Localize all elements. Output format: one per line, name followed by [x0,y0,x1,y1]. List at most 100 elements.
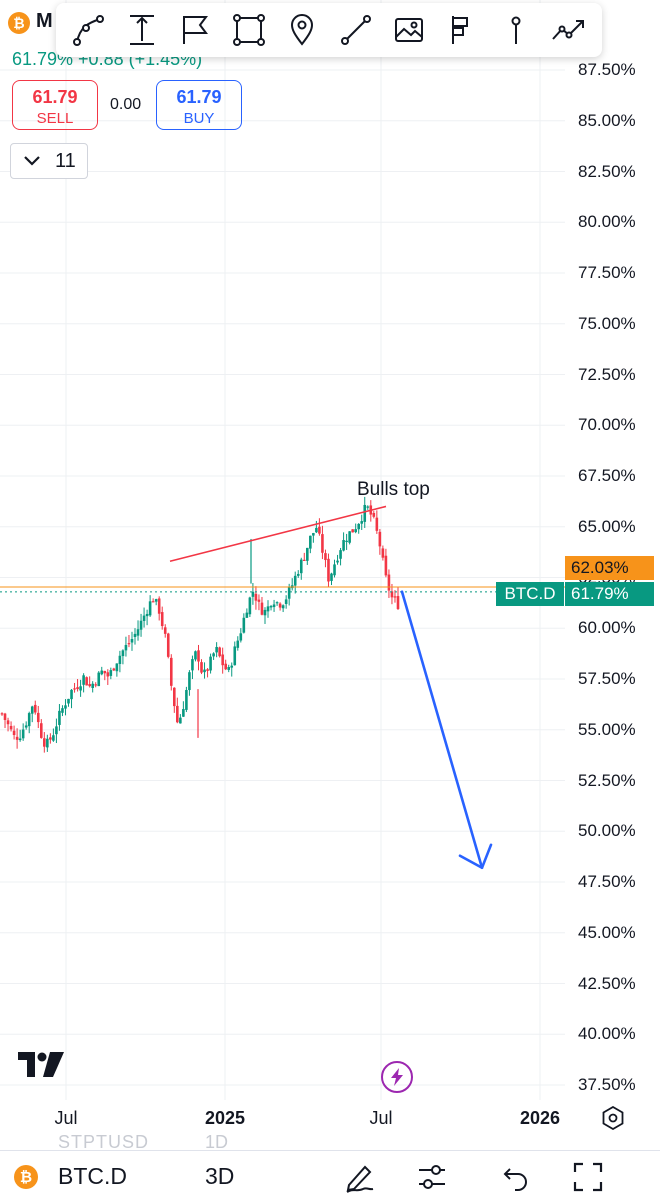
candle-body [130,638,134,643]
candle-body [275,602,279,604]
measure-tool-icon[interactable] [122,10,162,50]
interval-selector[interactable]: 3D [205,1163,235,1189]
candle [266,600,270,618]
candle [73,682,76,693]
candle-body [345,540,348,543]
candle-body [269,606,273,608]
long-position-icon[interactable] [442,10,482,50]
candle-body [245,612,249,618]
candle [97,671,101,687]
candle [194,650,197,662]
symbol-header[interactable]: ₿ M [0,0,60,46]
candle-body [151,601,155,603]
candle-body [148,601,152,616]
rectangle-tool-icon[interactable] [229,10,269,50]
candle [339,547,342,566]
candle-body [236,640,240,648]
x-tick-label: Jul [369,1108,393,1128]
candle [245,608,249,618]
candle [378,529,382,555]
candle-body [142,615,146,621]
candle-body [109,670,113,676]
candle-body [348,531,351,543]
candle-body [188,672,191,691]
chevron-down-icon [24,156,40,166]
lightning-bolt-icon[interactable] [381,1061,413,1093]
symbol-name[interactable]: M [36,10,53,32]
location-pin-icon[interactable] [282,10,322,50]
candlestick-chart[interactable] [0,0,660,1150]
candle-body [224,663,227,670]
candle-body [309,535,312,549]
candle-body [173,687,176,707]
flag-tool-icon[interactable] [175,10,215,50]
bottom-bar: ₿ BTC.D 3D [0,1150,660,1201]
candle [64,699,67,716]
candle-body [97,672,101,687]
indicators-collapse-button[interactable]: 11 [10,143,88,179]
draw-pen-icon[interactable] [342,1161,376,1193]
candle [176,697,179,724]
candle-body [124,644,128,651]
candle [145,609,149,626]
candle [239,628,243,643]
candle [272,599,276,612]
candle-body [260,602,264,615]
level-price-tag: 62.03% [565,556,654,580]
candle [70,689,73,709]
forecast-icon[interactable] [549,10,589,50]
image-icon[interactable] [389,10,429,50]
symbol-selector[interactable]: BTC.D [58,1163,127,1189]
candle [121,649,125,665]
bitcoin-logo-icon[interactable]: ₿ [14,1165,38,1189]
candle-body [239,633,243,641]
candle [354,523,357,534]
chart-annotation-text[interactable]: Bulls top [357,479,430,500]
candle [366,505,370,510]
candle-body [363,504,367,522]
candle-body [61,708,64,713]
candle-body [242,617,246,633]
candle [58,704,61,731]
candle [306,547,309,565]
candle-body [15,736,19,740]
chart-settings-icon[interactable] [601,1105,625,1135]
candle-body [302,559,306,561]
chart-area[interactable]: 87.50% 85.00% 82.50% 80.00% 77.50% 75.00% 72.5… [0,0,660,1150]
candle [393,590,397,603]
candle-body [351,529,354,533]
candle-body [299,559,303,574]
candle [251,583,255,605]
candle [0,712,4,716]
candle-body [185,690,188,710]
indicator-settings-icon[interactable] [415,1161,449,1193]
price-line-icon[interactable] [496,10,536,50]
candle [242,613,246,634]
candle [284,595,288,609]
candle-body [230,665,234,668]
y-tick-label: 47.50% [578,872,636,891]
candle-body [209,656,212,671]
sell-button[interactable]: 61.79 SELL [12,80,98,130]
candle [21,723,25,741]
candle-body [49,737,52,740]
candle-body [212,653,215,657]
candle [39,719,43,739]
curve-tool-icon[interactable] [69,10,109,50]
undo-icon[interactable] [499,1161,533,1193]
candle [169,654,173,691]
candle-body [266,606,270,612]
candle-body [179,717,182,724]
candle [151,598,155,603]
candle [278,602,282,611]
candle-body [176,705,179,723]
candle-body [321,534,324,553]
candle-body [281,605,285,609]
candle [209,653,212,674]
trend-line-icon[interactable] [336,10,376,50]
candle [218,646,221,658]
fullscreen-icon[interactable] [571,1161,605,1193]
tradingview-logo-icon[interactable] [18,1052,64,1083]
candle [318,518,321,536]
buy-button[interactable]: 61.79 BUY [156,80,242,130]
